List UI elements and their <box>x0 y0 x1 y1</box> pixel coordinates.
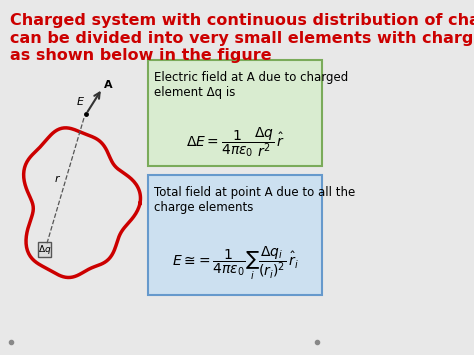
Text: $\Delta q$: $\Delta q$ <box>37 243 51 256</box>
FancyBboxPatch shape <box>37 242 51 257</box>
Text: r: r <box>55 174 59 184</box>
FancyBboxPatch shape <box>148 60 322 166</box>
Text: $\Delta E = \dfrac{1}{4\pi\varepsilon_0}\dfrac{\Delta q}{r^2}\,\hat{r}$: $\Delta E = \dfrac{1}{4\pi\varepsilon_0}… <box>185 125 284 159</box>
Text: A: A <box>104 80 113 90</box>
Text: Total field at point A due to all the
charge elements: Total field at point A due to all the ch… <box>155 186 356 214</box>
Text: Electric field at A due to charged
element Δq is: Electric field at A due to charged eleme… <box>155 71 349 99</box>
Text: Charged system with continuous distribution of charge
can be divided into very s: Charged system with continuous distribut… <box>9 13 474 63</box>
Text: E: E <box>77 97 84 107</box>
FancyBboxPatch shape <box>148 175 322 295</box>
Text: $E \cong\!=\dfrac{1}{4\pi\varepsilon_0}\sum_{i}\dfrac{\Delta q_i}{(r_i)^2}\,\hat: $E \cong\!=\dfrac{1}{4\pi\varepsilon_0}\… <box>172 245 299 283</box>
